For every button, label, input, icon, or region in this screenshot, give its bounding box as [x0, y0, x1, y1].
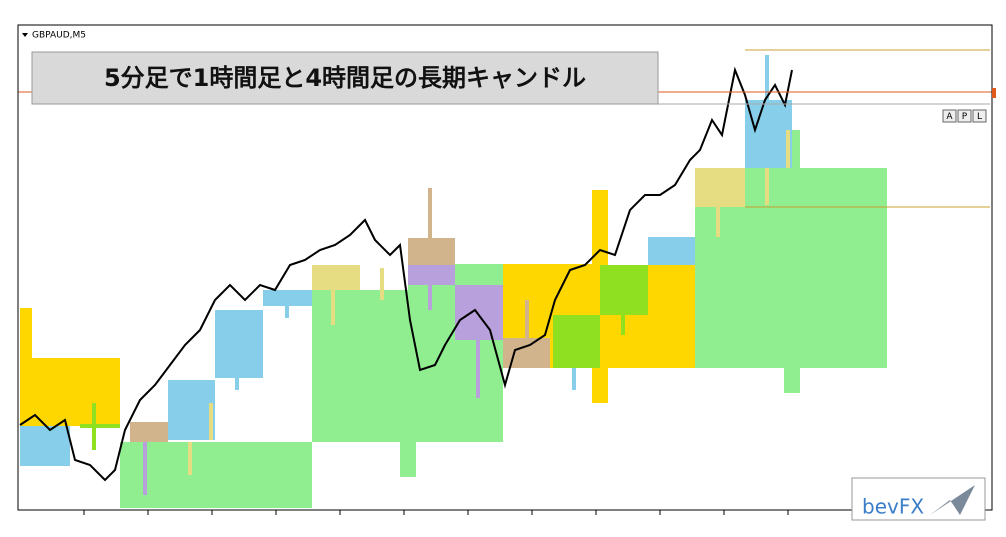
box: [20, 426, 70, 466]
button-label[interactable]: A: [946, 112, 953, 122]
banner: [31, 51, 659, 105]
symbol-label: GBPAUD,M5: [32, 31, 86, 41]
wicks: [80, 55, 790, 495]
box: [120, 442, 312, 508]
logo: bevFX: [851, 477, 986, 521]
box: [592, 190, 608, 265]
box: [168, 380, 215, 440]
buttons: A P L: [942, 109, 987, 123]
box: [784, 368, 800, 393]
logo-text: bevFX: [862, 495, 924, 519]
logo-mark: [930, 485, 975, 515]
price: [19, 66, 793, 482]
box: [263, 290, 312, 306]
box: [792, 130, 800, 168]
box: [130, 422, 168, 442]
box: [695, 168, 745, 207]
button[interactable]: [957, 109, 972, 123]
box: [600, 265, 648, 315]
boxes: [20, 100, 887, 508]
box: [408, 238, 455, 265]
box: [20, 358, 120, 426]
box: [408, 265, 455, 285]
box: [648, 237, 695, 265]
box: [400, 442, 416, 477]
button-label[interactable]: P: [962, 112, 968, 122]
box: [503, 338, 550, 368]
price-marker: [992, 88, 996, 98]
box: [312, 290, 408, 442]
box: [455, 285, 503, 340]
box: [20, 308, 32, 358]
button[interactable]: [972, 109, 987, 123]
button[interactable]: [942, 109, 957, 123]
menu-arrow[interactable]: [22, 33, 28, 37]
box: [745, 100, 792, 168]
chart-frame: [17, 24, 993, 511]
box: [592, 368, 608, 403]
box: [312, 265, 360, 290]
box: [215, 310, 263, 378]
banner-title: 5分足で1時間足と4時間足の長期キャンドル: [104, 64, 586, 92]
button-label[interactable]: L: [977, 112, 982, 122]
box: [553, 315, 600, 368]
